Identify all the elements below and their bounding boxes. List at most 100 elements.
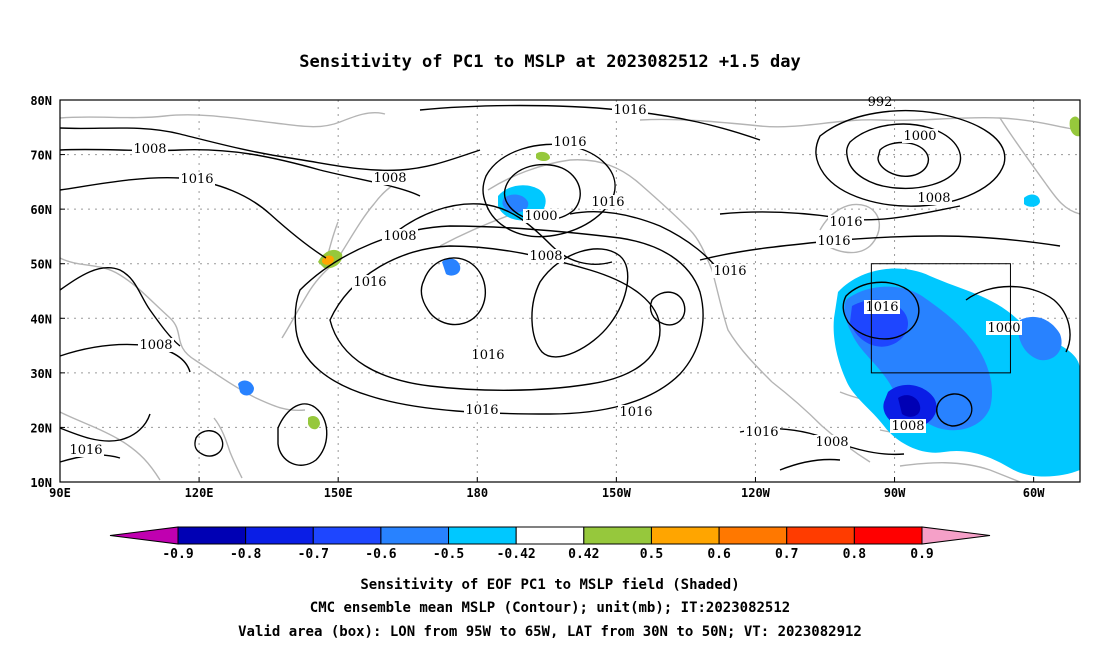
coastline-siberia [59, 112, 386, 128]
contour-label-bg [552, 135, 588, 149]
colorbar-tick-label: 0.7 [775, 547, 798, 562]
lat-tick-label: 10N [30, 476, 52, 490]
coastline-philippines [213, 417, 243, 479]
colorbar-tick-label: -0.42 [497, 547, 536, 562]
shade-pacific-blob [442, 258, 461, 276]
contour-1016-asia-mid [59, 177, 327, 259]
colorbar-swatch [448, 526, 517, 545]
longitude-tick-labels: 90E 120E 150E 180 150W 120W 90W 60W [49, 477, 1045, 500]
lat-tick-label: 80N [30, 94, 52, 108]
contour-label: 1016 [465, 403, 498, 418]
valid-area-box [870, 263, 1011, 374]
contour-label-bg [68, 443, 104, 457]
contour-label: 1016 [829, 215, 862, 230]
contour-label: 1000 [903, 129, 936, 144]
colorbar-tick-label: 0.5 [640, 547, 663, 562]
contour-bering-low-inner [503, 163, 581, 221]
contour-label: 1008 [815, 435, 848, 450]
contour-label: 1008 [383, 229, 416, 244]
contour-label-bg [138, 338, 174, 352]
caption-line-3: Valid area (box): LON from 95W to 65W, L… [238, 624, 862, 640]
colorbar-extend-min [109, 526, 179, 545]
contour-high-inner-west [420, 257, 487, 326]
colorbar-tick-label: 0.42 [568, 547, 599, 562]
graticule [60, 100, 1080, 482]
colorbar-tick-label: -0.6 [365, 547, 396, 562]
contour-label: 1016 [180, 172, 213, 187]
lon-tick-label: 150W [602, 486, 632, 500]
lon-tick-label: 120E [185, 486, 214, 500]
contour-high-inner-east [531, 248, 629, 358]
coastline-us-west [711, 269, 773, 383]
colorbar-tick-label: 0.9 [910, 547, 933, 562]
contour-label-bg [470, 348, 506, 362]
contour-label-bg [902, 129, 938, 143]
contour-1008-central-am [779, 458, 841, 471]
colorbar-swatch [786, 526, 855, 545]
colorbar-swatch [312, 526, 382, 545]
contour-1008-sw [59, 413, 151, 442]
contour-label-bg [916, 191, 952, 205]
coastline-kamchatka [339, 185, 393, 256]
lon-tick-label: 60W [1023, 486, 1045, 500]
contour-1016-us-high [842, 281, 920, 340]
lon-tick-label: 120W [741, 486, 771, 500]
contour-high-center-east [649, 291, 686, 326]
coastline-greenland [999, 117, 1081, 215]
contour-label-bg [618, 405, 654, 419]
contour-label: 1008 [133, 142, 166, 157]
lon-tick-label: 180 [466, 486, 488, 500]
contour-label: 1016 [69, 443, 102, 458]
contour-label: 1016 [713, 264, 746, 279]
lat-tick-label: 20N [30, 421, 52, 435]
contour-label-bg [179, 172, 215, 186]
contour-arctic-low-outer [815, 109, 1006, 207]
coastline-japan [281, 259, 339, 339]
lon-tick-label: 150E [324, 486, 353, 500]
contour-arctic-low-mid [845, 123, 962, 190]
contour-1016-asia-north [59, 127, 481, 172]
colorbar-tick-label: -0.9 [162, 547, 193, 562]
contour-label-bg [712, 264, 748, 278]
colorbar-swatch [718, 526, 788, 545]
contour-label-bg [986, 321, 1022, 335]
caption-line-2: CMC ensemble mean MSLP (Contour); unit(m… [310, 600, 790, 616]
lat-tick-label: 40N [30, 312, 52, 326]
coastline-china-korea [59, 257, 306, 412]
figure-title: Sensitivity of PC1 to MSLP at 2023082512… [299, 52, 801, 72]
contour-philippine-lows [194, 430, 224, 457]
colorbar-tick-label: 0.6 [707, 547, 731, 562]
contour-label: 1008 [373, 171, 406, 186]
contour-label: 1016 [353, 275, 386, 290]
contour-label-bg [864, 300, 900, 314]
colorbar-tick-label: -0.8 [230, 547, 261, 562]
colorbar: -0.9 -0.8 -0.7 -0.6 -0.5 -0.42 0.42 0.5 0.6 0.7 0.… [109, 526, 991, 562]
contour-labels: 1016 1008 1016 1008 1016 1008 1016 1000 1008 1016… [68, 95, 1022, 458]
shade-philippine-green [308, 416, 320, 430]
contour-label-bg [828, 215, 864, 229]
contour-label-bg [132, 142, 168, 156]
contour-label: 1016 [591, 195, 624, 210]
colorbar-swatch [650, 526, 720, 545]
colorbar-extend-max [921, 526, 991, 545]
map-panel: 1016 1008 1016 1008 1016 1008 1016 1000 1008 1016… [59, 95, 1081, 483]
latitude-tick-labels: 80N 70N 60N 50N 40N 30N 20N 10N [30, 94, 65, 490]
lat-tick-label: 70N [30, 149, 52, 163]
contour-1008-pacific-north [395, 203, 613, 265]
shade-alaska-green [536, 151, 550, 161]
contour-label-bg [352, 275, 388, 289]
contour-1016-pacific-high [329, 245, 661, 391]
contour-label: 1016 [613, 103, 646, 118]
shade-atlantic-east [1018, 316, 1062, 361]
contour-label-bg [744, 425, 780, 439]
contour-low-mid-pacific [277, 403, 328, 466]
contour-label-bg [590, 195, 626, 209]
contour-label-bg [372, 171, 408, 185]
contour-label-bg [382, 229, 418, 243]
contour-label: 1008 [529, 249, 562, 264]
contour-label-bg [612, 103, 648, 117]
colorbar-tick-label: 0.8 [843, 547, 867, 562]
colorbar-swatch [245, 526, 314, 545]
contour-label: 1008 [917, 191, 950, 206]
